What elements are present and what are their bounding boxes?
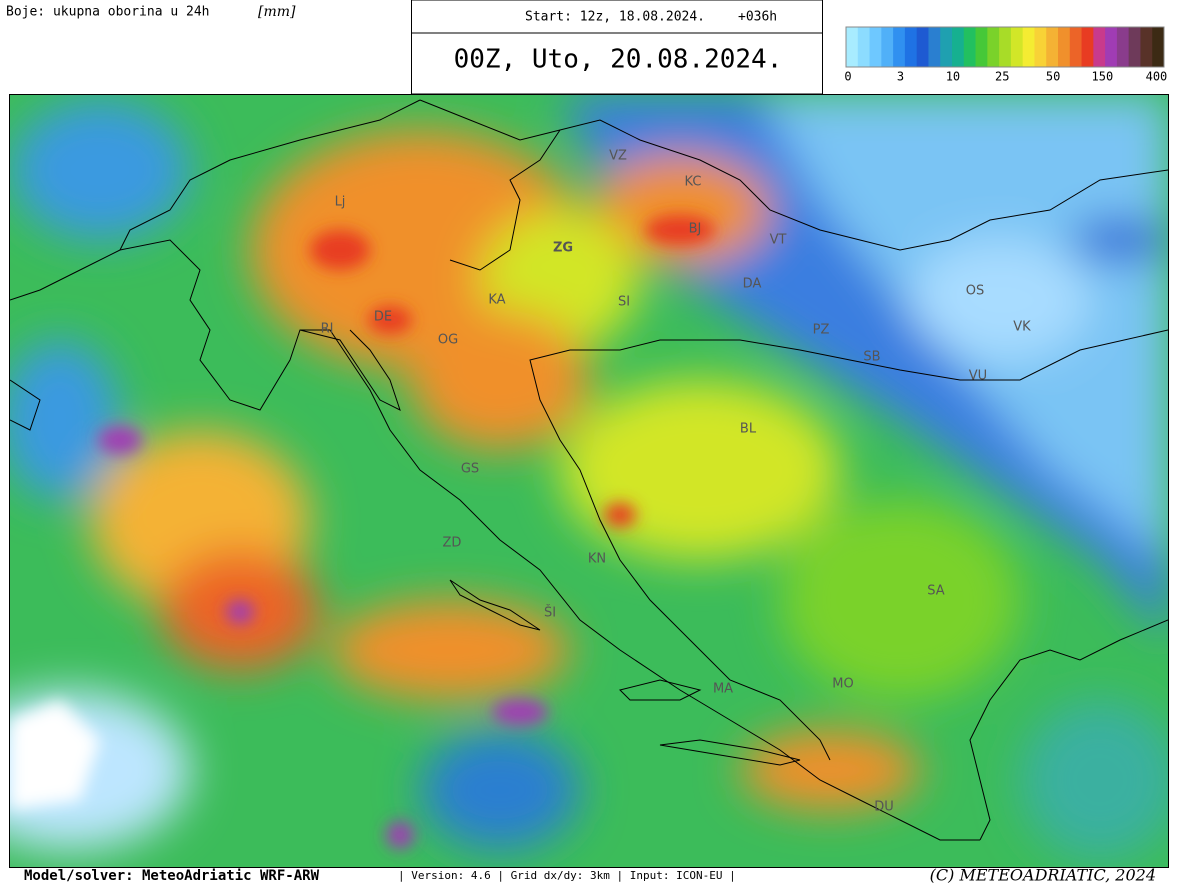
colorbar-tick-label: 150 <box>1092 70 1114 84</box>
footer-info: | Version: 4.6 | Grid dx/dy: 3km | Input… <box>398 869 736 882</box>
city-label: SB <box>863 350 880 365</box>
city-label: ZG <box>553 241 573 256</box>
colorbar-swatch <box>1093 27 1106 67</box>
city-label: KN <box>588 552 606 567</box>
colorbar-swatch <box>857 27 871 67</box>
colorbar-swatch <box>1034 27 1047 67</box>
city-label: ŠI <box>544 605 556 621</box>
colorbar-tick-label: 0 <box>844 70 851 84</box>
colorbar-swatch <box>987 27 1000 67</box>
colorbar-frame <box>845 26 1165 68</box>
city-label: KA <box>488 293 505 308</box>
city-label: VU <box>969 369 987 384</box>
city-label: DA <box>743 277 762 292</box>
colors-label: Boje: ukupna oborina u 24h <box>6 5 210 20</box>
colorbar-swatch <box>1140 27 1153 67</box>
footer-copyright: (C) METEOADRIATIC, 2024 <box>930 866 1156 885</box>
colorbar-swatch <box>1116 27 1130 67</box>
colorbar-swatch <box>999 27 1012 67</box>
city-labels: Lj ZG VZ KC BJ VT DA KA SI OS VK PZ SB RI DE OG VU BL GS ZD… <box>321 149 1032 815</box>
colorbar-swatch <box>975 27 988 67</box>
colorbar-swatch <box>904 27 918 67</box>
colorbar-swatch <box>1022 27 1035 67</box>
city-label: SA <box>927 584 944 599</box>
colorbar-swatch <box>952 27 965 67</box>
colorbar-tick-label: 400 <box>1146 70 1168 84</box>
colorbar-swatch <box>1128 27 1141 67</box>
city-label: MA <box>713 682 733 697</box>
colorbar-swatch <box>881 27 894 67</box>
city-label: SI <box>618 295 630 310</box>
colorbar-swatch <box>869 27 882 67</box>
colorbar-swatch <box>1058 27 1071 67</box>
colorbar-swatch <box>1046 27 1059 67</box>
city-label: ZD <box>443 536 462 551</box>
city-label: VK <box>1013 320 1031 335</box>
lead-time: +036h <box>738 10 777 25</box>
city-label: Lj <box>335 195 346 210</box>
colorbar-swatch <box>928 27 941 67</box>
colorbar-tick-label: 10 <box>946 70 960 84</box>
city-label: DE <box>374 310 392 325</box>
colorbar-tick-label: 50 <box>1046 70 1060 84</box>
footer-model: Model/solver: MeteoAdriatic WRF-ARW <box>24 868 320 884</box>
colorbar-swatch <box>1069 27 1083 67</box>
city-label: KC <box>685 175 702 190</box>
city-label: GS <box>461 462 479 477</box>
city-label: MO <box>832 677 853 692</box>
colorbar-swatch <box>940 27 953 67</box>
colorbar-swatch <box>916 27 929 67</box>
map-frame <box>9 94 1169 868</box>
colorbar-tick-label: 3 <box>897 70 904 84</box>
city-label: VT <box>770 233 787 248</box>
colorbar-swatch <box>1081 27 1094 67</box>
start-time: Start: 12z, 18.08.2024. <box>525 10 705 25</box>
precip-field <box>10 95 1168 867</box>
city-label: BL <box>740 422 757 437</box>
city-label: PZ <box>813 323 830 338</box>
colorbar-swatch <box>1010 27 1024 67</box>
city-label: VZ <box>609 149 627 164</box>
colorbar-swatch <box>963 27 977 67</box>
city-label: OS <box>966 284 984 299</box>
valid-time: 00Z, Uto, 20.08.2024. <box>454 45 783 75</box>
colorbar-swatch <box>893 27 906 67</box>
colorbar-swatch <box>846 27 859 67</box>
unit: [mm] <box>258 4 296 20</box>
colorbar-tick-label: 25 <box>995 70 1009 84</box>
colorbar: 0 3 10 25 50 150 400 <box>844 26 1168 84</box>
city-label: RI <box>321 322 334 337</box>
colorbar-swatch <box>1105 27 1118 67</box>
colorbar-swatch <box>1152 27 1165 67</box>
city-label: DU <box>874 800 894 815</box>
city-label: BJ <box>689 222 702 237</box>
city-label: OG <box>438 333 458 348</box>
